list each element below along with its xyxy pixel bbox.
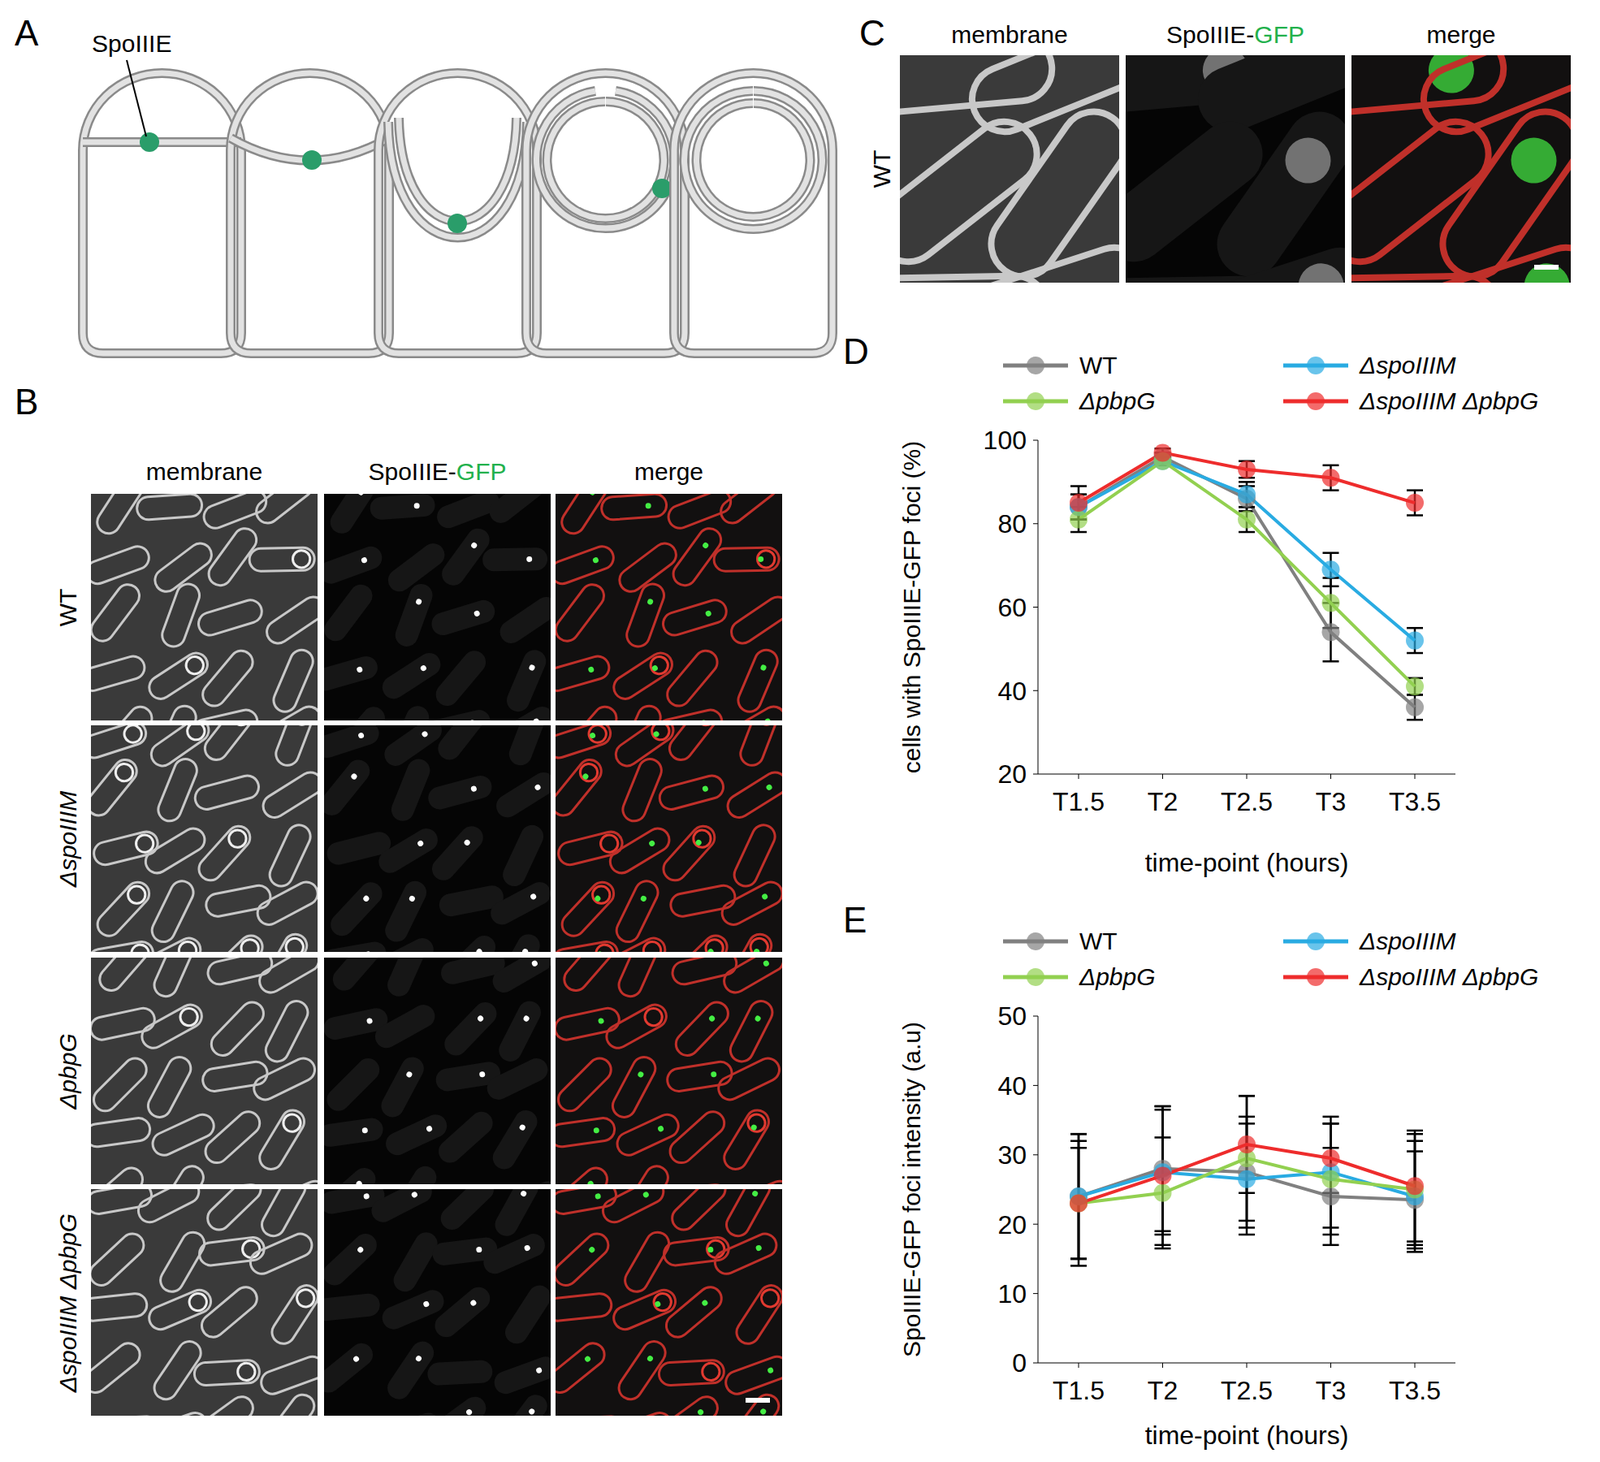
svg-text:T2: T2 <box>1147 1375 1178 1406</box>
svg-text:20: 20 <box>997 1210 1027 1240</box>
svg-text:10: 10 <box>997 1279 1027 1309</box>
html-text:ΔspoIIIM ΔpbpG: ΔspoIIIM ΔpbpG <box>54 1213 82 1393</box>
html-text:WT: WT <box>54 588 82 627</box>
html-text:E: E <box>843 899 867 940</box>
svg-text:T3.5: T3.5 <box>1388 1375 1441 1406</box>
html-text:membrane: membrane <box>951 21 1068 48</box>
svg-text:20: 20 <box>997 759 1027 789</box>
svg-text:time-point (hours): time-point (hours) <box>1145 1420 1350 1450</box>
html-text:SpoIIIE- GFP: SpoIIIE- GFP <box>1166 21 1305 48</box>
html-text:WT: WT <box>1079 351 1118 379</box>
html-text:merge: merge <box>1426 21 1496 48</box>
svg-text:T2: T2 <box>1147 787 1178 817</box>
svg-text:SpoIIIE-GFP foci intensity (a.: SpoIIIE-GFP foci intensity (a.u) <box>898 1021 926 1358</box>
svg-text:40: 40 <box>997 1071 1027 1101</box>
html-text:D: D <box>843 331 869 372</box>
html-text:A: A <box>14 12 39 53</box>
svg-text:100: 100 <box>983 425 1027 455</box>
svg-text:T2.5: T2.5 <box>1220 787 1273 817</box>
svg-text:80: 80 <box>997 509 1027 539</box>
svg-text:T1.5: T1.5 <box>1052 1375 1105 1406</box>
svg-text:50: 50 <box>997 1001 1027 1031</box>
html-text:membrane: membrane <box>146 458 263 485</box>
svg-text:30: 30 <box>997 1140 1027 1170</box>
html-text:B: B <box>14 381 39 422</box>
svg-text:0: 0 <box>1011 1348 1027 1378</box>
svg-text:T1.5: T1.5 <box>1052 787 1105 817</box>
html-text:SpoIIIE- GFP: SpoIIIE- GFP <box>368 458 507 485</box>
svg-text:40: 40 <box>997 676 1027 706</box>
svg-text:60: 60 <box>997 592 1027 623</box>
html-text:ΔspoIIIM: ΔspoIIIM <box>54 790 82 888</box>
html-text:C: C <box>859 12 886 53</box>
html-text:ΔspoIIIM: ΔspoIIIM <box>1359 351 1456 379</box>
svg-text:T3.5: T3.5 <box>1388 787 1441 817</box>
html-text:ΔspoIIIM ΔpbpG: ΔspoIIIM ΔpbpG <box>1359 963 1539 991</box>
html-text:WT: WT <box>1079 927 1118 955</box>
svg-text:T3: T3 <box>1315 787 1346 817</box>
svg-text:cells with SpoIIIE-GFP foci (%: cells with SpoIIIE-GFP foci (%) <box>898 441 926 775</box>
html-text:WT: WT <box>868 150 896 188</box>
html-text:ΔpbpG: ΔpbpG <box>1079 387 1156 415</box>
svg-text:T3: T3 <box>1315 1375 1346 1406</box>
html-text:ΔpbpG: ΔpbpG <box>54 1033 82 1110</box>
html-text:merge: merge <box>634 458 704 485</box>
svg-text:SpoIIIE: SpoIIIE <box>91 30 172 57</box>
svg-text:T2.5: T2.5 <box>1220 1375 1273 1406</box>
html-text:ΔspoIIIM: ΔspoIIIM <box>1359 927 1456 955</box>
html-text:ΔpbpG: ΔpbpG <box>1079 963 1156 991</box>
html-text:ΔspoIIIM ΔpbpG: ΔspoIIIM ΔpbpG <box>1359 387 1539 415</box>
svg-text:time-point (hours): time-point (hours) <box>1145 847 1350 878</box>
